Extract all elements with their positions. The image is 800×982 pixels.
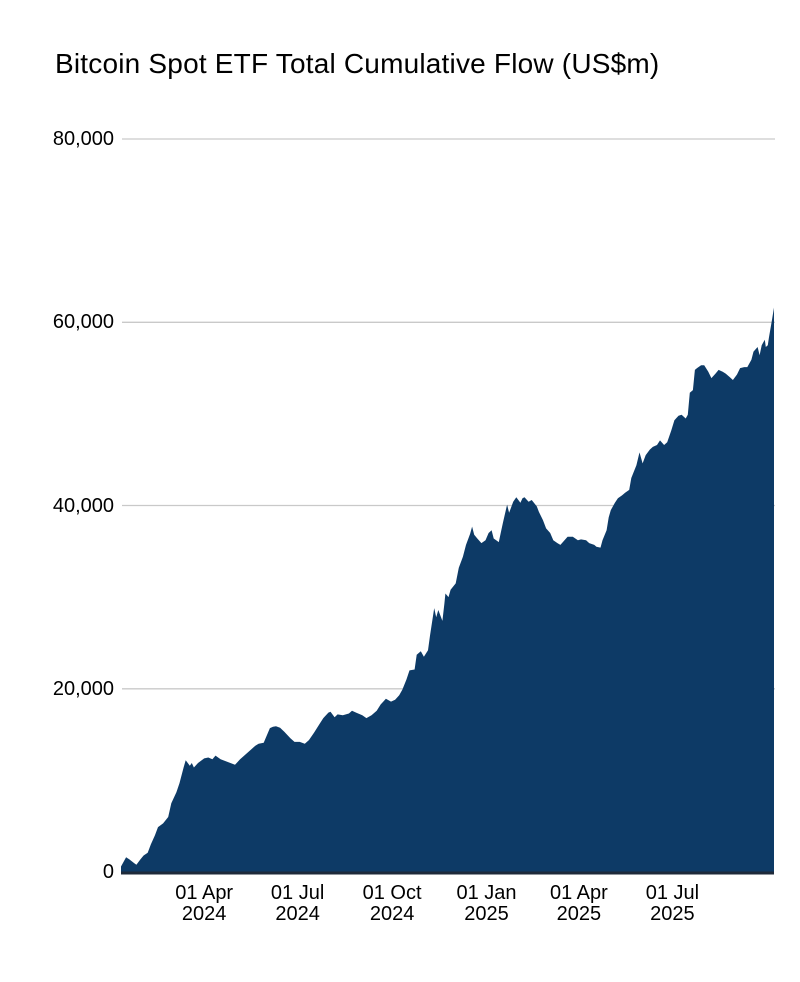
area-series [121, 307, 774, 873]
chart-title: Bitcoin Spot ETF Total Cumulative Flow (… [55, 48, 660, 79]
